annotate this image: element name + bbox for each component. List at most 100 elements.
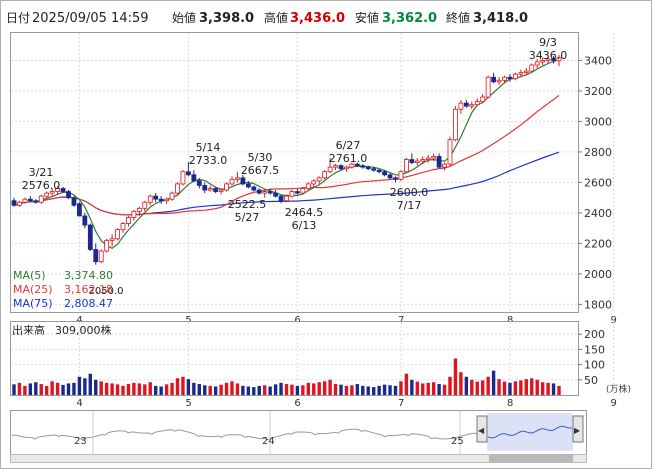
volume-bar	[208, 385, 212, 395]
volume-bar	[290, 384, 294, 395]
range-navigator[interactable]: 23 24 25 ◀ ▶	[10, 410, 587, 463]
volume-bar	[355, 384, 360, 395]
volume-bar	[203, 385, 207, 395]
price-tick-label: 2800	[584, 146, 612, 159]
candle-up	[403, 159, 409, 173]
candle-up	[545, 58, 551, 61]
volume-bar	[143, 384, 147, 395]
volume-bar	[279, 382, 283, 395]
volume-bar	[23, 385, 27, 395]
volume-bar	[72, 382, 76, 395]
navigator-right-handle[interactable]	[572, 415, 584, 443]
ma25-label: MA(25)	[13, 283, 53, 296]
volume-bars	[12, 358, 561, 395]
ma5-label: MA(5)	[13, 269, 46, 282]
year-label-23: 23	[74, 436, 87, 447]
candle-down	[463, 102, 469, 107]
candle-down	[202, 185, 208, 191]
navigator-left-handle[interactable]	[476, 415, 488, 443]
volume-bar	[524, 379, 528, 395]
candle-up	[529, 64, 535, 72]
candle-down	[551, 58, 556, 61]
candle-down	[185, 171, 191, 176]
volume-bar	[382, 384, 387, 395]
annotation-price: 2600.0	[390, 186, 429, 199]
volume-bar	[45, 385, 49, 395]
candle-down	[245, 183, 251, 188]
candle-down	[278, 195, 284, 202]
volume-bar	[393, 385, 398, 395]
volume-bar	[339, 384, 343, 395]
candle-down	[376, 169, 382, 173]
open-value: 3,398.0	[199, 11, 254, 26]
annotation-date: 6/27	[336, 139, 361, 152]
candle-up	[431, 156, 437, 159]
candle-up	[164, 198, 170, 202]
month-label: 7	[398, 315, 404, 326]
navigator-selection[interactable]	[487, 413, 573, 451]
candle-up	[480, 96, 486, 103]
volume-bar	[164, 384, 169, 395]
volume-bar	[317, 382, 321, 395]
high-value: 3,436.0	[290, 11, 345, 26]
candle-up	[518, 72, 524, 75]
volume-bar	[50, 381, 54, 395]
volume-bar	[246, 386, 251, 395]
candle-down	[158, 198, 164, 202]
volume-month-label: 9	[611, 398, 617, 409]
left-arrow-icon: ◀	[478, 426, 485, 435]
candle-down	[153, 195, 159, 200]
price-tick-label: 2600	[584, 176, 612, 189]
price-tick-label: 2200	[584, 237, 612, 250]
candle-down	[393, 177, 398, 180]
annotation-date: 5/27	[235, 211, 260, 224]
candle-up	[49, 191, 55, 194]
ma5-value: 3,374.80	[64, 269, 113, 282]
price-tick-label: 2000	[584, 268, 612, 281]
candle-down	[33, 200, 39, 203]
volume-tick-label: 50	[584, 374, 598, 387]
price-tick-label: 3200	[584, 85, 612, 98]
navigator-history-line	[11, 428, 479, 441]
candle-down	[360, 165, 366, 168]
volume-bar	[99, 381, 103, 395]
right-arrow-icon: ▶	[574, 426, 581, 435]
volume-tick-label: 100	[584, 359, 605, 372]
ma75-value: 2,808.47	[64, 297, 113, 310]
candle-up	[22, 198, 28, 203]
candle-up	[136, 207, 142, 212]
volume-bar	[557, 385, 561, 395]
candle-up	[344, 166, 349, 170]
candle-up	[104, 239, 110, 252]
volume-bar	[366, 386, 370, 395]
low-point-label: 2050.0	[89, 286, 124, 297]
volume-bar	[415, 381, 419, 395]
volume-bar	[88, 373, 92, 395]
price-tick-label: 2400	[584, 207, 612, 220]
volume-bar	[34, 382, 38, 395]
ma25-line	[13, 94, 560, 216]
candle-up	[447, 139, 453, 165]
volume-value: 309,000株	[55, 323, 112, 337]
volume-bar	[192, 382, 196, 395]
volume-bar	[175, 378, 180, 395]
navigator-scrollbar-thumb[interactable]	[489, 455, 573, 462]
navigator-scrollbar[interactable]	[10, 454, 587, 463]
annotation-date: 3/21	[29, 166, 54, 179]
candle-down	[11, 200, 17, 206]
candle-down	[87, 224, 93, 250]
year-label-25: 25	[451, 436, 464, 447]
date-value: 2025/09/05 14:59	[32, 11, 149, 26]
close-value: 3,418.0	[473, 11, 528, 26]
volume-bar	[148, 382, 152, 395]
volume-bar	[333, 384, 338, 395]
candle-up	[453, 108, 458, 141]
candle-down	[251, 186, 257, 191]
volume-bar	[77, 376, 82, 395]
price-tick-label: 1800	[584, 298, 612, 311]
candle-down	[371, 168, 377, 171]
volume-bar	[486, 376, 490, 395]
candle-down	[213, 188, 219, 192]
volume-bar	[388, 385, 392, 395]
